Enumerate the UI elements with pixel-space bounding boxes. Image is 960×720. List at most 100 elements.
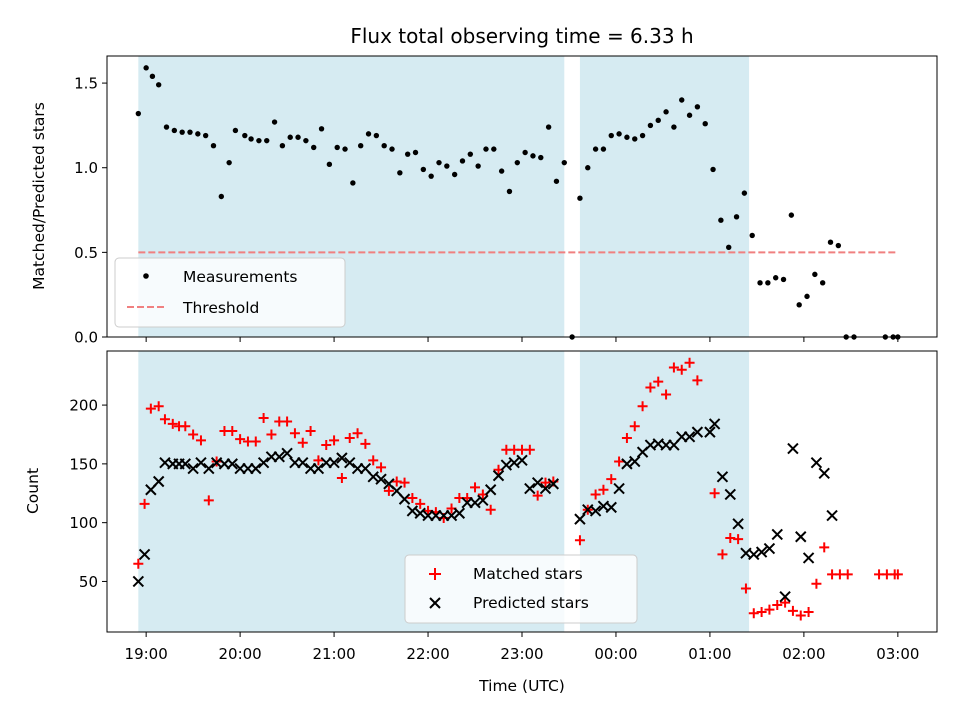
measurement-point <box>639 132 646 139</box>
predicted-stars-point <box>539 482 552 495</box>
measurement-point <box>404 151 411 157</box>
measurement-point <box>248 136 254 142</box>
measurement-point <box>365 131 372 137</box>
predicted-stars-point <box>273 451 285 463</box>
measurement-point <box>475 163 481 169</box>
matched-stars-point <box>167 418 178 429</box>
measurement-point <box>780 276 787 283</box>
measurement-point <box>522 149 528 156</box>
predicted-stars-point <box>281 447 293 459</box>
matched-stars-point <box>329 435 340 446</box>
measurement-point <box>226 159 232 166</box>
measurement-point <box>741 190 748 196</box>
top-x-axis-ticks <box>145 337 899 342</box>
matched-stars-point <box>188 429 199 440</box>
measurement-point <box>232 127 239 134</box>
predicted-stars-point <box>445 509 458 522</box>
legend-matched-marker <box>429 568 441 580</box>
measurement-point <box>702 121 708 127</box>
matched-stars-point <box>661 389 672 400</box>
legend-measurements-label: Measurements <box>183 268 298 286</box>
predicted-stars-point <box>297 456 309 469</box>
measurement-point <box>647 122 654 129</box>
matched-stars-point <box>574 535 585 546</box>
predicted-stars-point <box>589 505 602 517</box>
matched-stars-point <box>621 433 632 444</box>
matched-stars-point <box>764 604 775 615</box>
measurement-point <box>585 165 591 171</box>
measurement-point <box>538 154 544 161</box>
measurement-point <box>303 137 309 144</box>
matched-stars-point <box>740 583 751 594</box>
matched-stars-point <box>892 569 903 580</box>
measurement-point <box>326 161 333 168</box>
matched-stars-point <box>282 416 293 427</box>
matched-stars-point <box>235 434 246 445</box>
matched-stars-point <box>376 462 387 473</box>
predicted-stars-point <box>203 462 215 475</box>
matched-stars-point <box>684 357 695 368</box>
predicted-stars-point <box>152 475 165 488</box>
predicted-stars-point <box>367 471 379 483</box>
matched-stars-point <box>153 401 164 412</box>
predicted-stars-point <box>312 462 325 475</box>
predicted-stars-point <box>250 462 262 475</box>
bottom-legend: Matched stars Predicted stars <box>404 554 638 624</box>
matched-stars-point <box>203 495 214 506</box>
predicted-stars-point <box>336 452 348 464</box>
measurement-point <box>827 239 834 245</box>
measurement-point <box>444 163 450 169</box>
top-shade-interval-1 <box>579 56 750 337</box>
predicted-stars-point <box>500 459 513 471</box>
matched-stars-point <box>250 436 261 447</box>
predicted-stars-point <box>732 518 744 530</box>
matched-stars-point <box>470 482 481 493</box>
matched-stars-point <box>748 608 759 619</box>
measurement-point <box>553 178 560 184</box>
legend-measurements-marker <box>143 273 149 279</box>
bottom-x-tick-label: 20:00 <box>218 645 261 663</box>
measurement-point <box>663 109 669 115</box>
measurement-point <box>655 117 661 124</box>
matched-stars-point <box>360 438 371 449</box>
top-y-tick-label: 1.5 <box>74 75 98 93</box>
matched-stars-point <box>725 532 736 543</box>
predicted-stars-point <box>195 456 207 469</box>
matched-stars-point <box>668 362 679 373</box>
predicted-stars-point <box>779 591 791 603</box>
predicted-stars-point <box>179 458 192 470</box>
matched-stars-point <box>842 569 853 580</box>
measurement-point <box>561 159 567 166</box>
matched-stars-point <box>391 476 402 487</box>
measurement-point <box>171 127 178 134</box>
measurement-point <box>295 134 301 140</box>
predicted-stars-point <box>524 482 536 495</box>
matched-stars-point <box>653 376 664 387</box>
measurement-point <box>514 159 521 166</box>
matched-stars-point <box>598 484 609 495</box>
measurement-point <box>459 158 466 164</box>
measurement-point <box>381 143 387 149</box>
measurement-point <box>608 132 614 139</box>
predicted-stars-point <box>406 505 419 517</box>
predicted-stars-point <box>787 442 799 455</box>
predicted-stars-point <box>724 488 736 501</box>
matched-stars-point <box>352 428 363 439</box>
matched-stars-point <box>415 498 426 509</box>
measurement-point <box>397 170 403 176</box>
measurement-point <box>155 82 162 88</box>
matched-stars-point <box>590 489 601 500</box>
measurement-point <box>671 124 677 130</box>
predicted-stars-point <box>138 548 151 561</box>
measurement-point <box>420 166 427 173</box>
measurement-point <box>733 214 740 220</box>
predicted-stars-point <box>477 494 489 507</box>
matched-stars-point <box>524 444 535 455</box>
predicted-stars-point <box>508 456 520 469</box>
top-y-tick-label: 0.0 <box>74 329 98 347</box>
predicted-stars-point <box>748 548 760 561</box>
matched-stars-point <box>407 492 418 503</box>
matched-stars-point <box>195 435 206 446</box>
measurement-point <box>451 171 458 178</box>
predicted-stars-point <box>375 473 387 485</box>
